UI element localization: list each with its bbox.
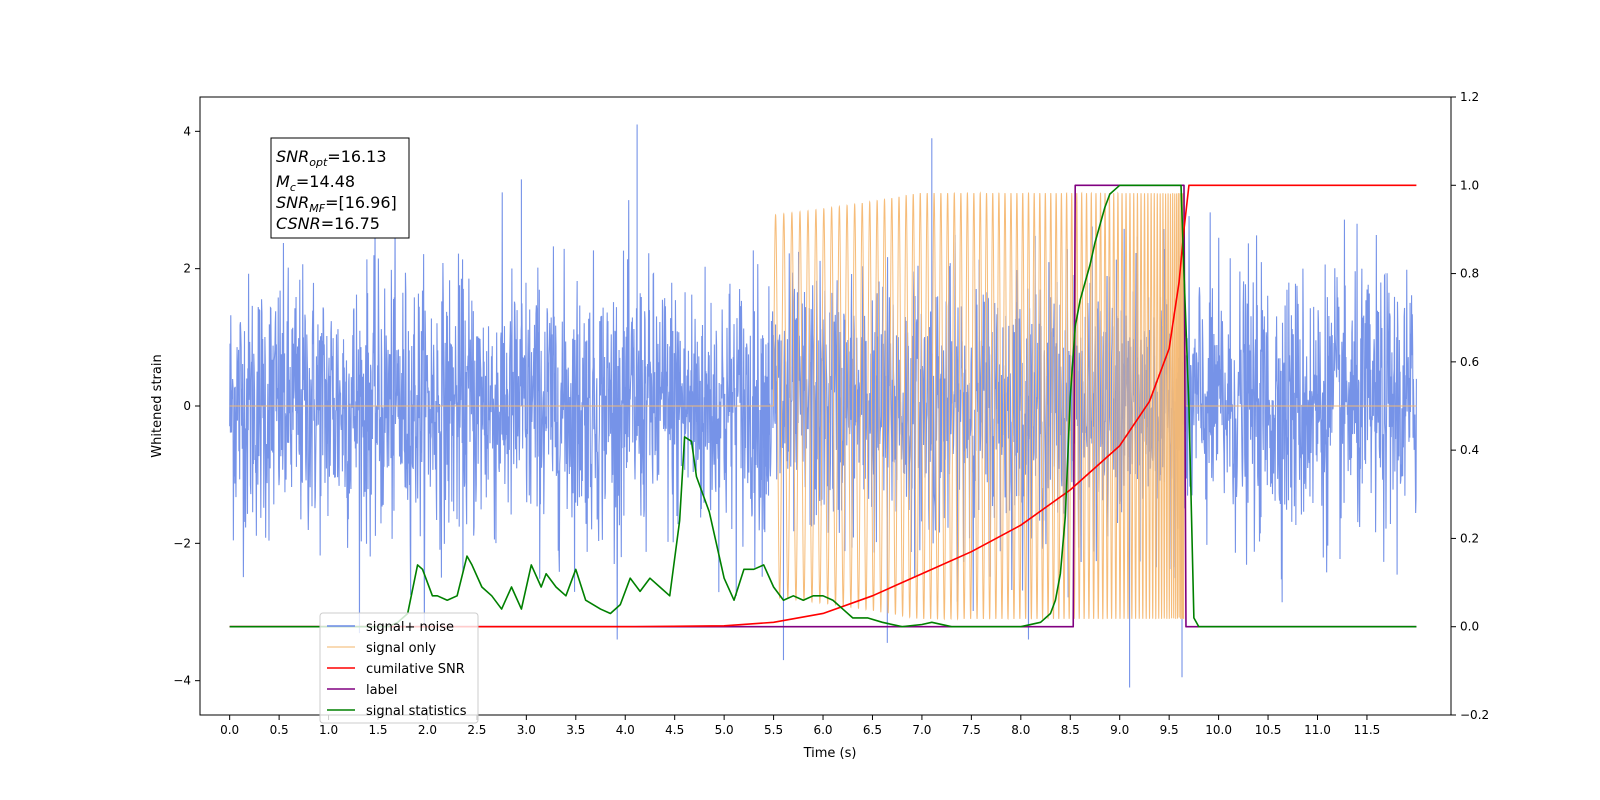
x-tick-label: 10.5	[1255, 723, 1282, 737]
x-axis: 0.0 0.5 1.0 1.5 2.0 2.5 3.0 3.5 4.0 4.5 5.0 5.5 6.0 6…	[220, 715, 1380, 737]
x-tick-label: 8.0	[1011, 723, 1030, 737]
x-tick-label: 4.0	[616, 723, 635, 737]
x-tick-label: 0.0	[220, 723, 239, 737]
x-tick-label: 6.5	[863, 723, 882, 737]
x-tick-label: 2.0	[418, 723, 437, 737]
annotation-frame	[270, 137, 410, 239]
y-tick-label: −4	[173, 674, 191, 688]
x-tick-label: 6.0	[813, 723, 832, 737]
x-tick-label: 0.5	[270, 723, 289, 737]
x-axis-label: Time (s)	[803, 746, 857, 761]
legend-signal-only-text: signal only	[366, 641, 436, 656]
y-right-tick-label: 0.2	[1460, 531, 1479, 545]
legend-signal-statistics-text: signal statistics	[366, 704, 467, 719]
x-tick-label: 5.5	[764, 723, 783, 737]
y-right-tick-label: 1.2	[1460, 90, 1479, 104]
x-tick-label: 1.0	[319, 723, 338, 737]
series-signal-statistics	[229, 184, 1417, 628]
x-tick-label: 2.5	[467, 723, 486, 737]
x-tick-label: 10.0	[1205, 723, 1232, 737]
y-right-tick-label: 0.6	[1460, 355, 1479, 369]
x-tick-label: 7.5	[962, 723, 981, 737]
x-tick-label: 1.5	[368, 723, 387, 737]
y-tick-label: 4	[183, 124, 191, 138]
x-tick-label: 9.5	[1160, 723, 1179, 737]
y-axis-label: Whitened strain	[150, 354, 165, 457]
annotation-box: SNRopt=16.13 Mc=14.48 SNRMF=[16.96] CSNR…	[270, 137, 410, 239]
x-tick-label: 3.5	[566, 723, 585, 737]
y-tick-label: −2	[173, 536, 191, 550]
legend-frame	[319, 612, 479, 724]
x-tick-label: 9.0	[1110, 723, 1129, 737]
y-right-tick-label: −0.2	[1460, 708, 1489, 722]
x-tick-label: 4.5	[665, 723, 684, 737]
x-tick-label: 11.5	[1354, 723, 1381, 737]
y-tick-label: 2	[183, 262, 191, 276]
legend: signal+ noise signal only cumilative SNR la…	[319, 612, 479, 724]
annotation-snr-opt: SNRopt=16.13	[276, 147, 387, 169]
y-right-tick-label: 0.4	[1460, 443, 1479, 457]
legend-cumulative-snr-text: cumilative SNR	[366, 662, 465, 677]
annotation-snr-mf: SNRMF=[16.96]	[276, 193, 397, 215]
x-tick-label: 7.0	[912, 723, 931, 737]
y-right-tick-label: 1.0	[1460, 178, 1479, 192]
x-tick-label: 5.0	[715, 723, 734, 737]
annotation-csnr: CSNR=16.75	[276, 214, 380, 233]
x-tick-label: 11.0	[1304, 723, 1331, 737]
x-tick-label: 3.0	[517, 723, 536, 737]
series-cumulative-snr	[229, 184, 1417, 628]
series-signal-only	[229, 191, 1417, 621]
y-right-tick-label: 0.8	[1460, 267, 1479, 281]
y-right-tick-label: 0.0	[1460, 620, 1479, 634]
x-tick-label: 8.5	[1061, 723, 1080, 737]
legend-signal-noise-text: signal+ noise	[366, 620, 454, 635]
legend-label-text: label	[366, 683, 397, 698]
y-tick-label: 0	[183, 399, 191, 413]
y-axis-right: −0.2 0.0 0.2 0.4 0.6 0.8 1.0 1.2	[1451, 90, 1489, 722]
y-axis-left: −4 −2 0 2 4	[173, 124, 200, 688]
annotation-mc: Mc=14.48	[276, 172, 355, 194]
plot-series-group	[229, 124, 1417, 688]
